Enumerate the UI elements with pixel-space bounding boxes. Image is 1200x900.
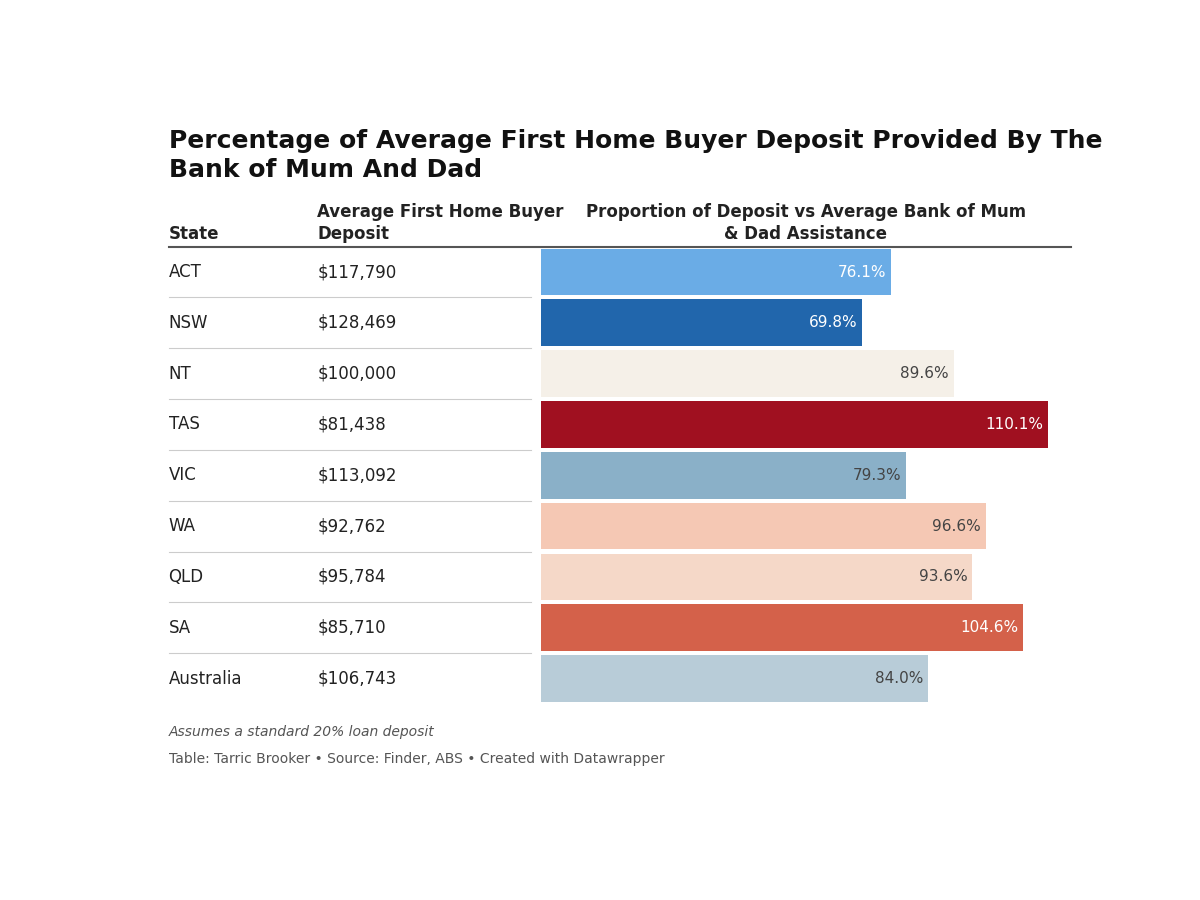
Bar [540,248,892,295]
Text: Table: Tarric Brooker • Source: Finder, ABS • Created with Datawrapper: Table: Tarric Brooker • Source: Finder, … [168,752,665,767]
Bar [540,605,1022,651]
Text: 89.6%: 89.6% [900,366,949,382]
Text: $106,743: $106,743 [317,670,397,688]
Text: $85,710: $85,710 [317,619,386,637]
Text: 93.6%: 93.6% [919,570,967,584]
Text: Proportion of Deposit vs Average Bank of Mum
& Dad Assistance: Proportion of Deposit vs Average Bank of… [586,202,1026,243]
Text: 69.8%: 69.8% [809,315,858,330]
Text: $117,790: $117,790 [317,263,397,281]
Text: QLD: QLD [168,568,204,586]
Text: Percentage of Average First Home Buyer Deposit Provided By The
Bank of Mum And D: Percentage of Average First Home Buyer D… [168,129,1102,183]
Text: 84.0%: 84.0% [875,671,923,686]
Text: 76.1%: 76.1% [839,265,887,280]
Text: NT: NT [168,364,191,382]
Bar [540,655,928,702]
Bar [540,401,1048,448]
Text: $113,092: $113,092 [317,466,397,484]
Bar [540,300,863,346]
Text: 96.6%: 96.6% [932,518,982,534]
Text: TAS: TAS [168,416,199,434]
Text: State: State [168,225,220,243]
Text: $100,000: $100,000 [317,364,396,382]
Bar [540,452,906,499]
Text: $81,438: $81,438 [317,416,386,434]
Text: VIC: VIC [168,466,197,484]
Bar [540,503,986,549]
Text: 104.6%: 104.6% [960,620,1018,635]
Text: 110.1%: 110.1% [985,417,1044,432]
Text: WA: WA [168,518,196,536]
Text: NSW: NSW [168,314,208,332]
Text: SA: SA [168,619,191,637]
Text: 79.3%: 79.3% [853,468,901,482]
Text: Australia: Australia [168,670,242,688]
Text: $92,762: $92,762 [317,518,386,536]
Bar [540,350,954,397]
Text: $95,784: $95,784 [317,568,386,586]
Text: ACT: ACT [168,263,202,281]
Text: Average First Home Buyer
Deposit: Average First Home Buyer Deposit [317,202,564,243]
Text: Assumes a standard 20% loan deposit: Assumes a standard 20% loan deposit [168,724,434,739]
Bar [540,554,972,600]
Text: $128,469: $128,469 [317,314,397,332]
